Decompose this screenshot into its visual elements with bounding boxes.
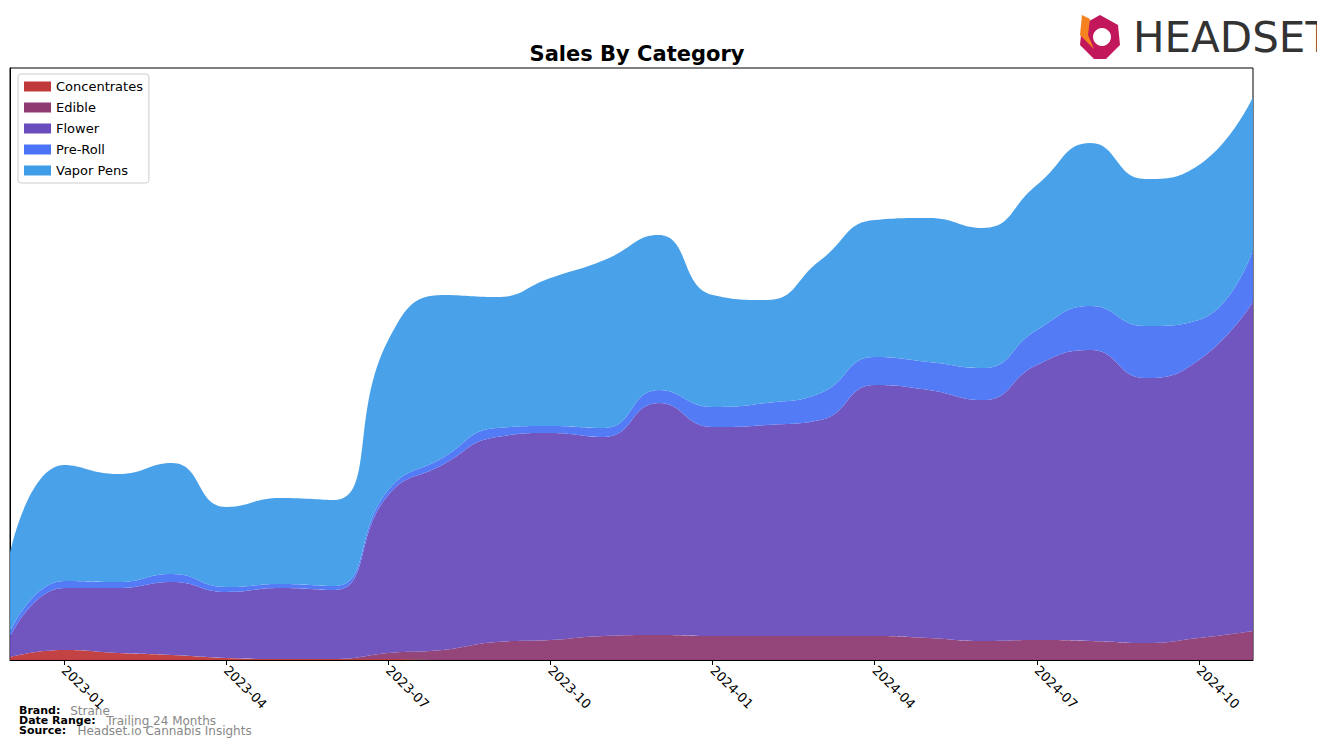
svg-text:Source:: Source: xyxy=(19,724,66,737)
svg-text:2023-01: 2023-01 xyxy=(59,663,108,712)
svg-text:2024-04: 2024-04 xyxy=(869,663,918,712)
svg-text:Date Range:: Date Range: xyxy=(19,714,96,727)
svg-text:Trailing 24 Months: Trailing 24 Months xyxy=(106,714,216,728)
svg-text:Edible: Edible xyxy=(56,100,96,115)
svg-text:Sales By Category: Sales By Category xyxy=(530,42,745,66)
svg-text:Concentrates: Concentrates xyxy=(56,79,143,94)
svg-text:Brand:: Brand: xyxy=(19,704,61,717)
svg-text:Strane: Strane xyxy=(70,704,110,718)
svg-text:Headset.io Cannabis Insights: Headset.io Cannabis Insights xyxy=(77,724,251,738)
svg-text:2023-04: 2023-04 xyxy=(221,663,270,712)
svg-text:Flower: Flower xyxy=(56,121,100,136)
svg-text:2024-07: 2024-07 xyxy=(1032,663,1081,712)
svg-text:2023-10: 2023-10 xyxy=(545,663,594,712)
svg-text:2024-10: 2024-10 xyxy=(1194,663,1243,712)
svg-text:2023-07: 2023-07 xyxy=(383,663,432,712)
svg-text:2024-01: 2024-01 xyxy=(707,663,756,712)
svg-text:HEADSET: HEADSET xyxy=(1133,13,1317,62)
svg-text:Pre-Roll: Pre-Roll xyxy=(56,142,105,157)
svg-text:Vapor Pens: Vapor Pens xyxy=(56,163,128,178)
